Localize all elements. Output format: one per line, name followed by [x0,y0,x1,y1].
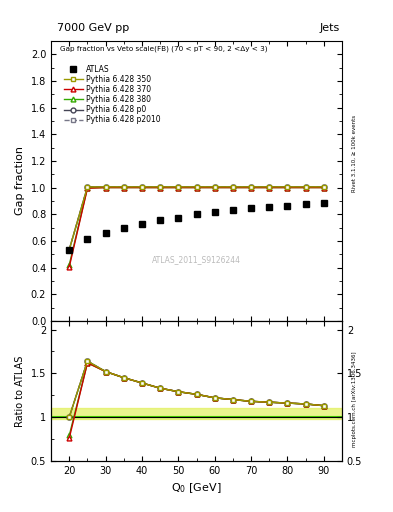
Bar [51,409,342,419]
Text: mcplots.cern.ch [arXiv:1306.3436]: mcplots.cern.ch [arXiv:1306.3436] [352,352,357,447]
Legend: ATLAS, Pythia 6.428 350, Pythia 6.428 370, Pythia 6.428 380, Pythia 6.428 p0, Py: ATLAS, Pythia 6.428 350, Pythia 6.428 37… [61,61,163,127]
Text: ATLAS_2011_S9126244: ATLAS_2011_S9126244 [152,255,241,264]
Y-axis label: Gap fraction: Gap fraction [15,146,25,216]
Text: 7000 GeV pp: 7000 GeV pp [57,23,129,33]
Text: Gap fraction vs Veto scale(FB) (70 < pT < 90, 2 <Δy < 3): Gap fraction vs Veto scale(FB) (70 < pT … [60,45,267,52]
X-axis label: Q$_0$ [GeV]: Q$_0$ [GeV] [171,481,222,495]
Y-axis label: Ratio to ATLAS: Ratio to ATLAS [15,355,25,426]
Text: Rivet 3.1.10, ≥ 100k events: Rivet 3.1.10, ≥ 100k events [352,115,357,192]
Text: Jets: Jets [320,23,340,33]
